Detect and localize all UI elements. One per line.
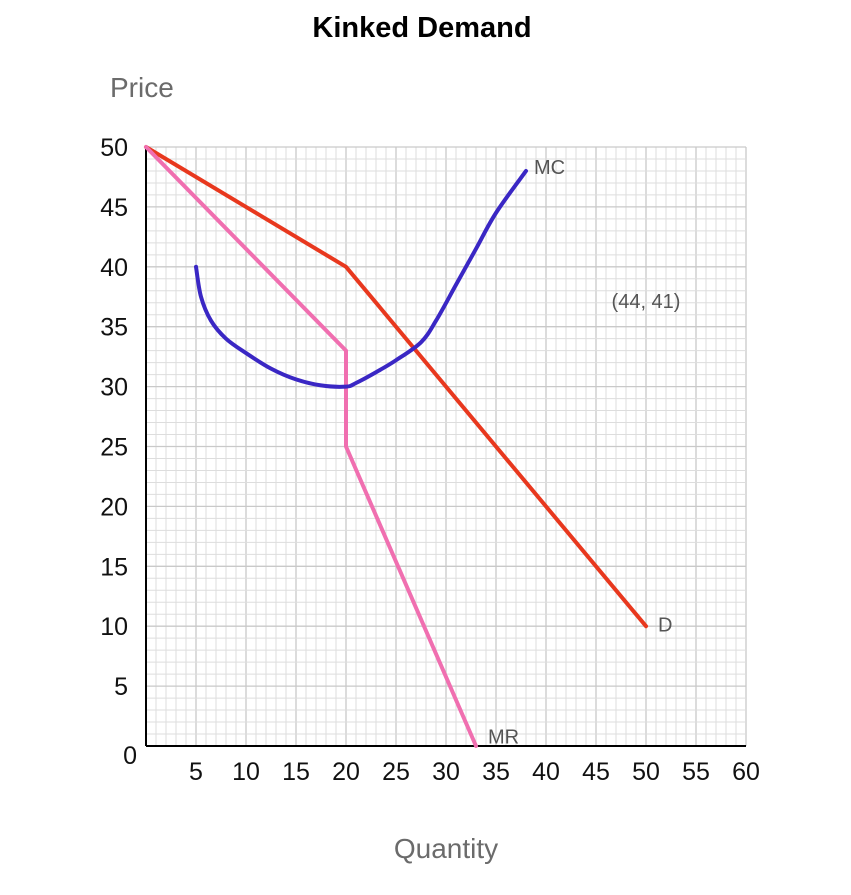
annotation-label: (44, 41) xyxy=(612,291,681,313)
x-axis-title: Quantity xyxy=(394,833,498,864)
y-tick-label: 20 xyxy=(100,493,128,521)
y-tick-label: 50 xyxy=(100,134,128,162)
x-tick-label: 35 xyxy=(482,758,510,786)
chart-title: Kinked Demand xyxy=(312,12,531,44)
x-tick-label: 10 xyxy=(232,758,260,786)
y-tick-label: 15 xyxy=(100,553,128,581)
series-labels: D MR MC (44, 41) xyxy=(488,157,680,748)
x-tick-label: 5 xyxy=(189,758,203,786)
x-tick-label: 30 xyxy=(432,758,460,786)
y-tick-label: 5 xyxy=(114,673,128,701)
x-tick-label: 45 xyxy=(582,758,610,786)
tick-labels: 5 10 15 20 25 30 35 40 45 50 55 60 0 5 10 15 20 25 30 35 40 4… xyxy=(100,134,760,786)
y-tick-label: 35 xyxy=(100,314,128,342)
x-tick-label: 15 xyxy=(282,758,310,786)
y-tick-label: 0 xyxy=(123,742,137,770)
series-line-d xyxy=(144,145,648,629)
y-tick-label: 30 xyxy=(100,374,128,402)
x-tick-label: 25 xyxy=(382,758,410,786)
y-tick-label: 40 xyxy=(100,254,128,282)
y-axis-title: Price xyxy=(110,72,174,103)
y-tick-label: 45 xyxy=(100,194,128,222)
axes xyxy=(145,147,746,747)
series-line-mr xyxy=(144,145,478,748)
series-line-mc xyxy=(194,168,528,389)
series-label-mr: MR xyxy=(488,726,519,748)
x-tick-label: 50 xyxy=(632,758,660,786)
x-tick-label: 55 xyxy=(682,758,710,786)
y-tick-label: 25 xyxy=(100,434,128,462)
x-tick-label: 60 xyxy=(732,758,760,786)
series-layer xyxy=(144,145,648,748)
series-label-mc: MC xyxy=(534,157,565,179)
x-tick-label: 40 xyxy=(532,758,560,786)
grid xyxy=(146,146,747,746)
x-tick-label: 20 xyxy=(332,758,360,786)
series-label-d: D xyxy=(658,614,672,636)
y-tick-label: 10 xyxy=(100,613,128,641)
